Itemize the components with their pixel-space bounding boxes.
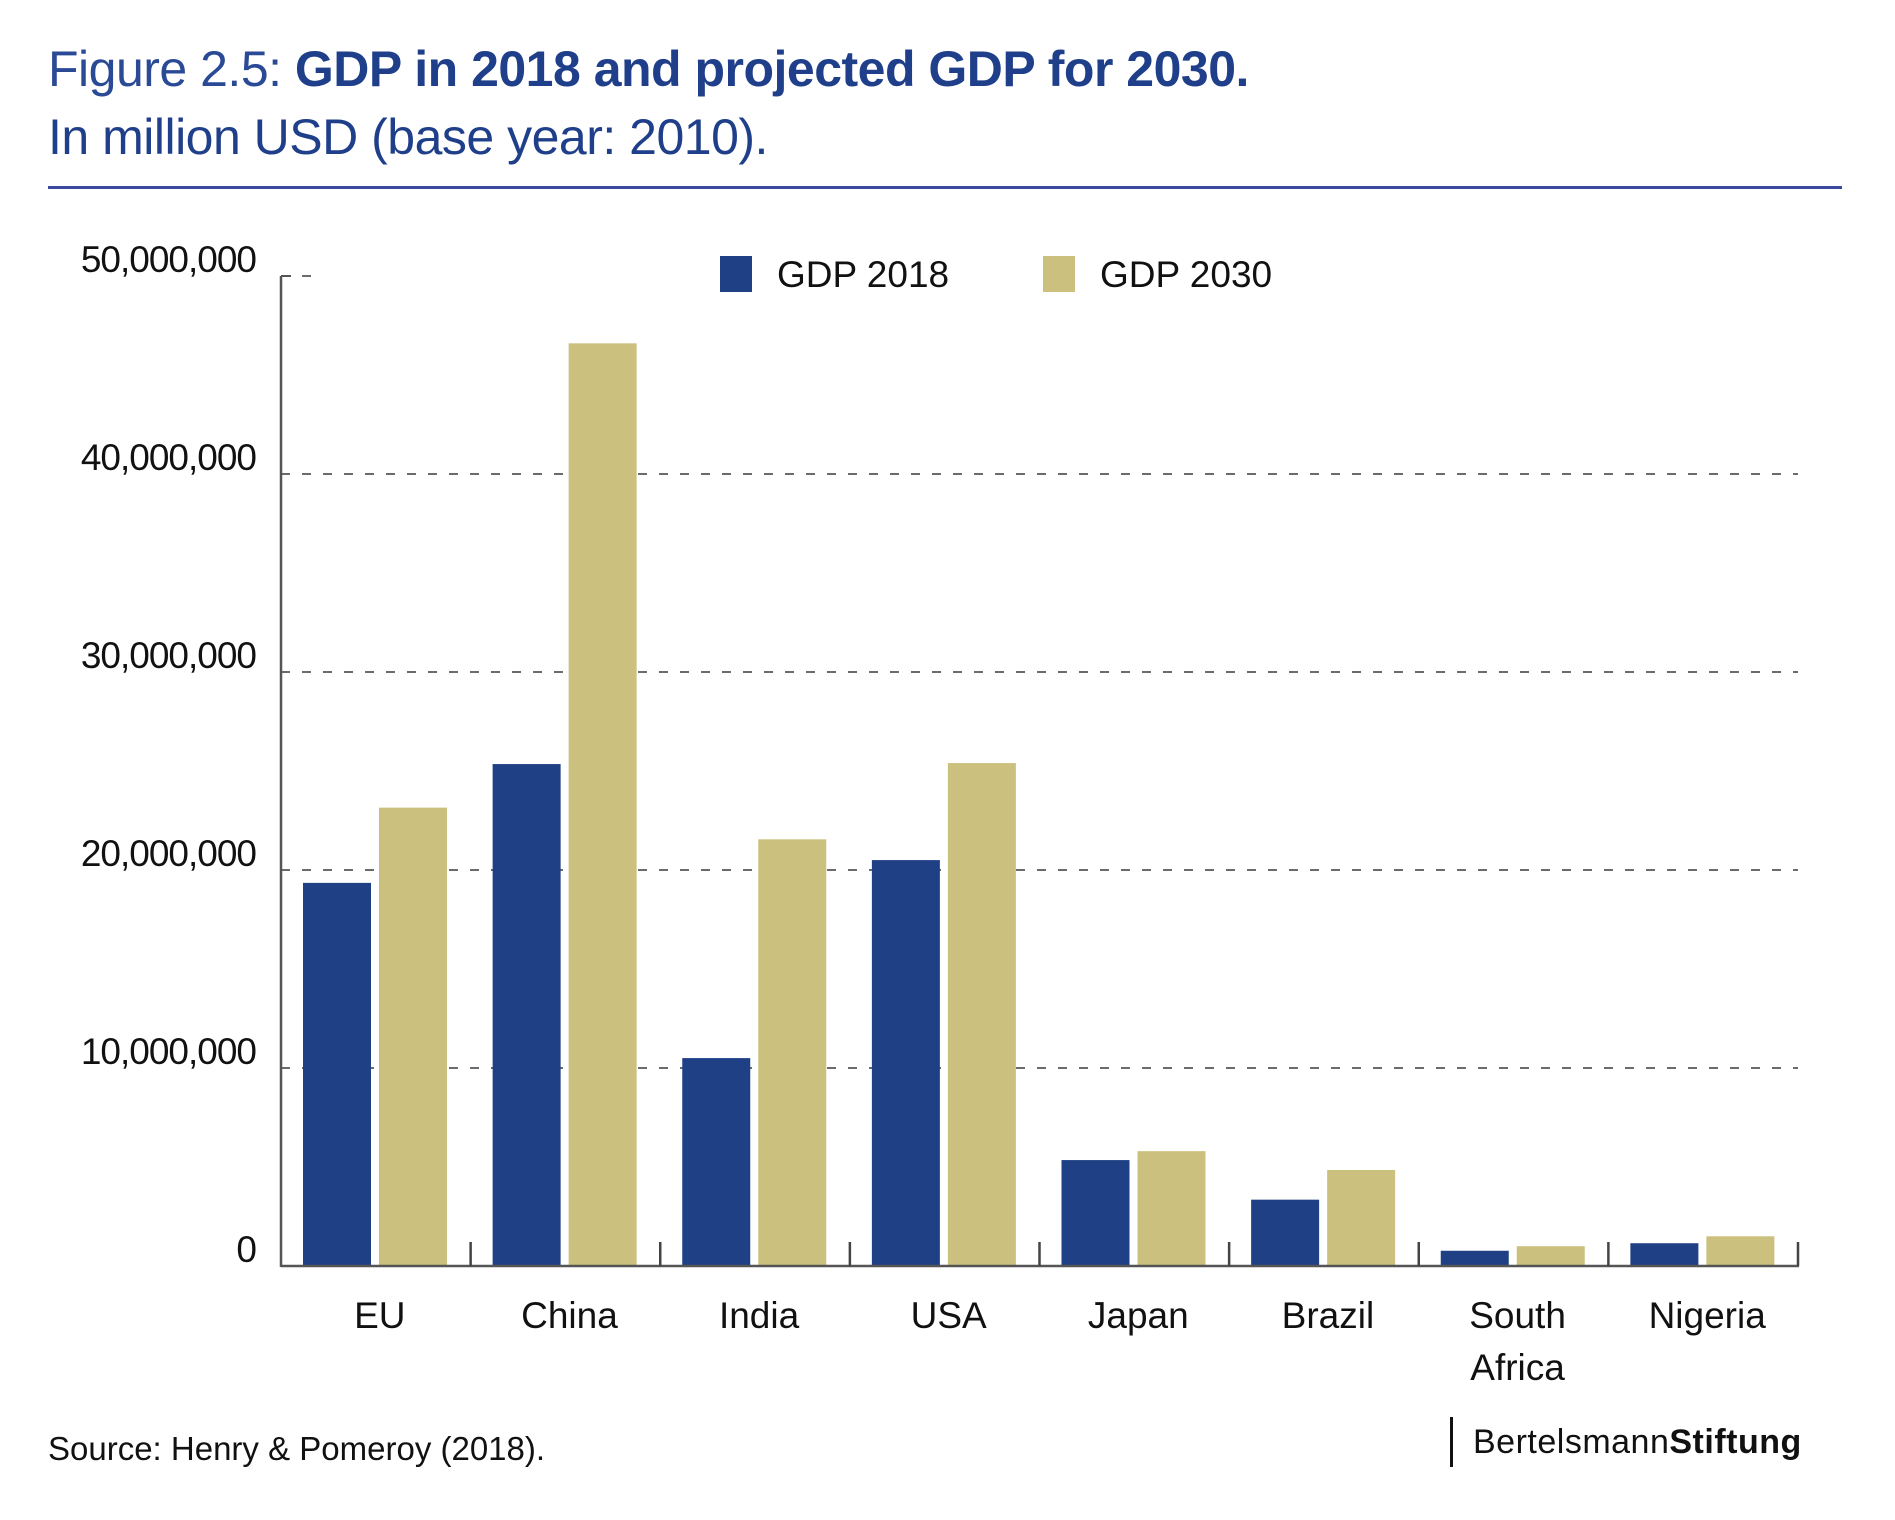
- legend-label-gdp-2018: GDP 2018: [777, 254, 949, 295]
- x-tick-label: Brazil: [1282, 1295, 1375, 1336]
- y-tick-label: 30,000,000: [81, 635, 257, 676]
- bar-china-gdp-2030: [568, 343, 637, 1266]
- bar-usa-gdp-2018: [871, 860, 940, 1266]
- x-tick-label: EU: [354, 1295, 405, 1336]
- y-tick-label: 10,000,000: [81, 1031, 257, 1072]
- bar-south-africa-gdp-2018: [1440, 1250, 1509, 1266]
- legend: GDP 2018 GDP 2030: [720, 254, 1272, 295]
- legend-label-gdp-2030: GDP 2030: [1100, 254, 1272, 295]
- gridlines: [281, 275, 1798, 1069]
- bar-japan-gdp-2018: [1061, 1160, 1130, 1266]
- bar-usa-gdp-2030: [947, 763, 1016, 1266]
- x-tick-label: USA: [911, 1295, 987, 1336]
- chart-title: Figure 2.5: GDP in 2018 and projected GD…: [48, 44, 1249, 94]
- x-tick-label: Nigeria: [1649, 1295, 1767, 1336]
- bar-eu-gdp-2030: [379, 807, 447, 1266]
- bar-india-gdp-2018: [682, 1058, 751, 1266]
- bar-eu-gdp-2018: [303, 882, 371, 1266]
- x-tick-label: India: [719, 1295, 800, 1336]
- logo-text-bold: Stiftung: [1669, 1422, 1802, 1461]
- title-bold: GDP in 2018 and projected GDP for 2030.: [294, 41, 1250, 97]
- x-axis-labels: EU China India USA Japan Brazil South Africa Nig…: [354, 1295, 1766, 1388]
- bars: [303, 343, 1775, 1266]
- source-note: Source: Henry & Pomeroy (2018).: [48, 1430, 546, 1467]
- legend-swatch-gdp-2030: [1043, 256, 1075, 292]
- y-tick-label: 50,000,000: [81, 239, 257, 280]
- logo-text-regular: Bertelsmann: [1473, 1422, 1670, 1461]
- y-tick-label: 20,000,000: [81, 833, 257, 874]
- bertelsmann-logo: Bertelsmann Stiftung: [1450, 1416, 1802, 1468]
- bar-nigeria-gdp-2030: [1706, 1236, 1775, 1266]
- bar-china-gdp-2018: [492, 764, 561, 1266]
- bar-brazil-gdp-2018: [1251, 1199, 1320, 1266]
- figure-label: Figure 2.5:: [48, 41, 295, 97]
- bar-nigeria-gdp-2018: [1630, 1243, 1699, 1266]
- axes: [279, 275, 1800, 1268]
- x-tick-label: China: [521, 1295, 618, 1336]
- bar-india-gdp-2030: [758, 839, 827, 1266]
- title-divider: [48, 186, 1842, 189]
- x-tick-label: Japan: [1088, 1295, 1189, 1336]
- chart-subtitle: In million USD (base year: 2010).: [48, 109, 768, 165]
- y-tick-label: 40,000,000: [81, 437, 257, 478]
- y-axis-labels: 0 10,000,000 20,000,000 30,000,000 40,000,00…: [81, 239, 258, 1270]
- bar-japan-gdp-2030: [1137, 1151, 1206, 1266]
- logo-divider: [1450, 1417, 1453, 1467]
- y-tick-label: 0: [236, 1229, 256, 1270]
- bar-brazil-gdp-2030: [1327, 1169, 1396, 1266]
- x-tick-label: Africa: [1470, 1347, 1565, 1388]
- bar-south-africa-gdp-2030: [1516, 1246, 1585, 1266]
- x-tick-label: South: [1469, 1295, 1566, 1336]
- legend-swatch-gdp-2018: [720, 256, 752, 292]
